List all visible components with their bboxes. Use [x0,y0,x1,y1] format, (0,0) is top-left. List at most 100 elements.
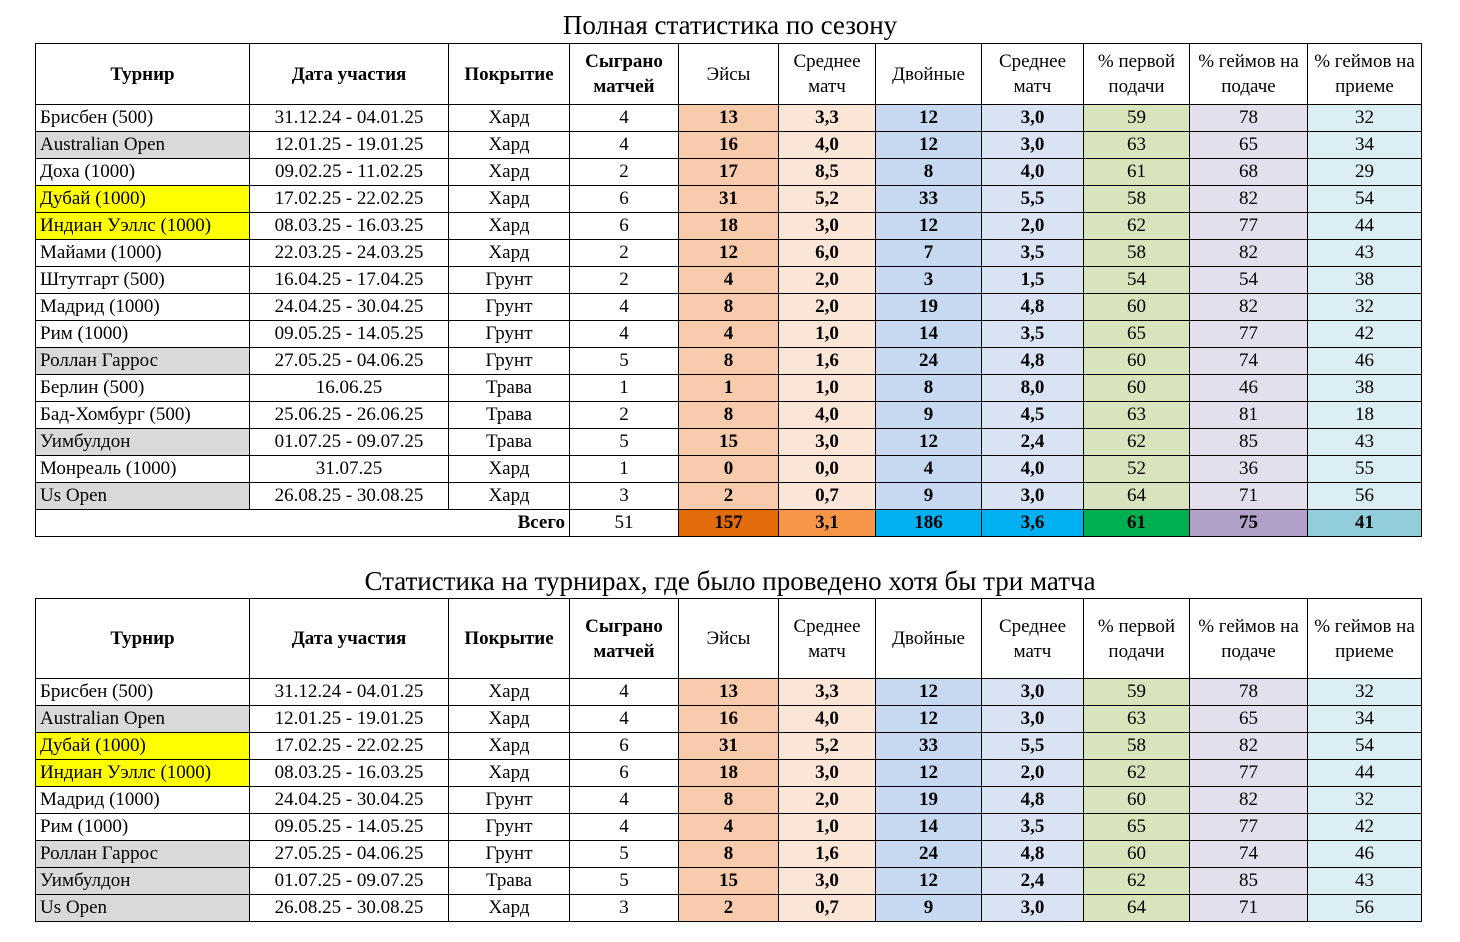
cell-date: 01.07.25 - 09.07.25 [249,867,449,895]
cell-df-avg: 4,0 [981,158,1084,186]
header-aces-avg: Среднее матч [778,43,876,105]
cell-return-games: 32 [1307,678,1422,706]
cell-tournament: Монреаль (1000) [35,455,250,483]
header-return-games: % геймов на приеме [1307,598,1422,679]
header-double-faults: Двойные [875,43,982,105]
header-aces: Эйсы [678,43,779,105]
cell-matches: 2 [569,239,679,267]
header-row: Турнир Дата участия Покрытие Сыграно мат… [35,43,1422,105]
cell-df-avg: 5,5 [981,185,1084,213]
cell-double-faults: 8 [875,374,982,402]
cell-aces-avg: 2,0 [778,266,876,294]
cell-double-faults: 3 [875,266,982,294]
cell-matches: 4 [569,293,679,321]
cell-double-faults: 12 [875,104,982,132]
cell-matches: 5 [569,840,679,868]
cell-date: 26.08.25 - 30.08.25 [249,482,449,510]
cell-first-serve: 63 [1083,705,1190,733]
cell-surface: Хард [448,894,570,922]
cell-df-avg: 4,8 [981,786,1084,814]
table-row: Us Open 26.08.25 - 30.08.25 Хард 3 2 0,7 9 3,0 6… [35,482,1422,510]
cell-aces-avg: 3,0 [778,867,876,895]
cell-service-games: 71 [1189,482,1308,510]
cell-matches: 5 [569,428,679,456]
cell-service-games: 81 [1189,401,1308,429]
cell-double-faults: 24 [875,840,982,868]
cell-df-avg: 2,4 [981,867,1084,895]
three-match-stats-table: Турнир Дата участия Покрытие Сыграно мат… [35,598,1422,922]
cell-service-games: 71 [1189,894,1308,922]
header-service-games: % геймов на подаче [1189,43,1308,105]
cell-date: 12.01.25 - 19.01.25 [249,705,449,733]
header-date: Дата участия [249,43,449,105]
cell-aces: 8 [678,347,779,375]
cell-aces-avg: 1,0 [778,813,876,841]
cell-tournament: Берлин (500) [35,374,250,402]
cell-service-games: 74 [1189,840,1308,868]
cell-date: 17.02.25 - 22.02.25 [249,185,449,213]
cell-tournament: Роллан Гаррос [35,347,250,375]
cell-df-avg: 5,5 [981,732,1084,760]
cell-tournament: Брисбен (500) [35,678,250,706]
cell-aces-avg: 3,3 [778,678,876,706]
cell-aces-avg: 2,0 [778,293,876,321]
cell-aces: 12 [678,239,779,267]
cell-date: 27.05.25 - 04.06.25 [249,347,449,375]
cell-first-serve: 63 [1083,401,1190,429]
cell-tournament: Australian Open [35,705,250,733]
cell-df-avg: 4,0 [981,455,1084,483]
cell-aces-avg: 3,0 [778,212,876,240]
header-first-serve: % первой подачи [1083,598,1190,679]
cell-date: 01.07.25 - 09.07.25 [249,428,449,456]
cell-return-games: 32 [1307,786,1422,814]
cell-service-games: 74 [1189,347,1308,375]
header-df-avg: Среднее матч [981,598,1084,679]
cell-double-faults: 33 [875,732,982,760]
cell-aces-avg: 1,0 [778,374,876,402]
cell-aces-avg: 4,0 [778,401,876,429]
header-service-games: % геймов на подаче [1189,598,1308,679]
cell-service-games: 68 [1189,158,1308,186]
cell-df-avg: 4,8 [981,347,1084,375]
cell-double-faults: 12 [875,212,982,240]
cell-tournament: Бад-Хомбург (500) [35,401,250,429]
table-row: Дубай (1000) 17.02.25 - 22.02.25 Хард 6 31 5,… [35,732,1422,760]
table-row: Брисбен (500) 31.12.24 - 04.01.25 Хард 4 13 3… [35,104,1422,132]
season-stats-table: Турнир Дата участия Покрытие Сыграно мат… [35,43,1422,537]
table-row: Мадрид (1000) 24.04.25 - 30.04.25 Грунт 4 8 2… [35,293,1422,321]
cell-aces-avg: 1,6 [778,840,876,868]
cell-first-serve: 58 [1083,239,1190,267]
cell-first-serve: 65 [1083,320,1190,348]
cell-return-games: 56 [1307,894,1422,922]
cell-tournament: Дубай (1000) [35,185,250,213]
cell-df-avg: 3,0 [981,705,1084,733]
total-matches: 51 [569,509,679,537]
cell-surface: Трава [448,428,570,456]
cell-surface: Хард [448,482,570,510]
table-row: Australian Open 12.01.25 - 19.01.25 Хард 4 1… [35,705,1422,733]
cell-first-serve: 62 [1083,867,1190,895]
cell-aces: 4 [678,320,779,348]
cell-aces: 31 [678,732,779,760]
table-row: Us Open 26.08.25 - 30.08.25 Хард 3 2 0,7 9 3,0 6… [35,894,1422,922]
cell-matches: 4 [569,678,679,706]
cell-double-faults: 9 [875,894,982,922]
cell-return-games: 54 [1307,732,1422,760]
cell-aces-avg: 2,0 [778,786,876,814]
cell-tournament: Us Open [35,482,250,510]
cell-matches: 4 [569,131,679,159]
cell-surface: Трава [448,867,570,895]
cell-matches: 4 [569,813,679,841]
table-row: Бад-Хомбург (500) 25.06.25 - 26.06.25 Трав… [35,401,1422,429]
cell-surface: Хард [448,705,570,733]
cell-service-games: 82 [1189,786,1308,814]
cell-aces-avg: 0,0 [778,455,876,483]
cell-service-games: 77 [1189,813,1308,841]
cell-surface: Грунт [448,840,570,868]
cell-date: 17.02.25 - 22.02.25 [249,732,449,760]
cell-first-serve: 59 [1083,104,1190,132]
cell-service-games: 65 [1189,131,1308,159]
header-surface: Покрытие [448,598,570,679]
cell-tournament: Us Open [35,894,250,922]
